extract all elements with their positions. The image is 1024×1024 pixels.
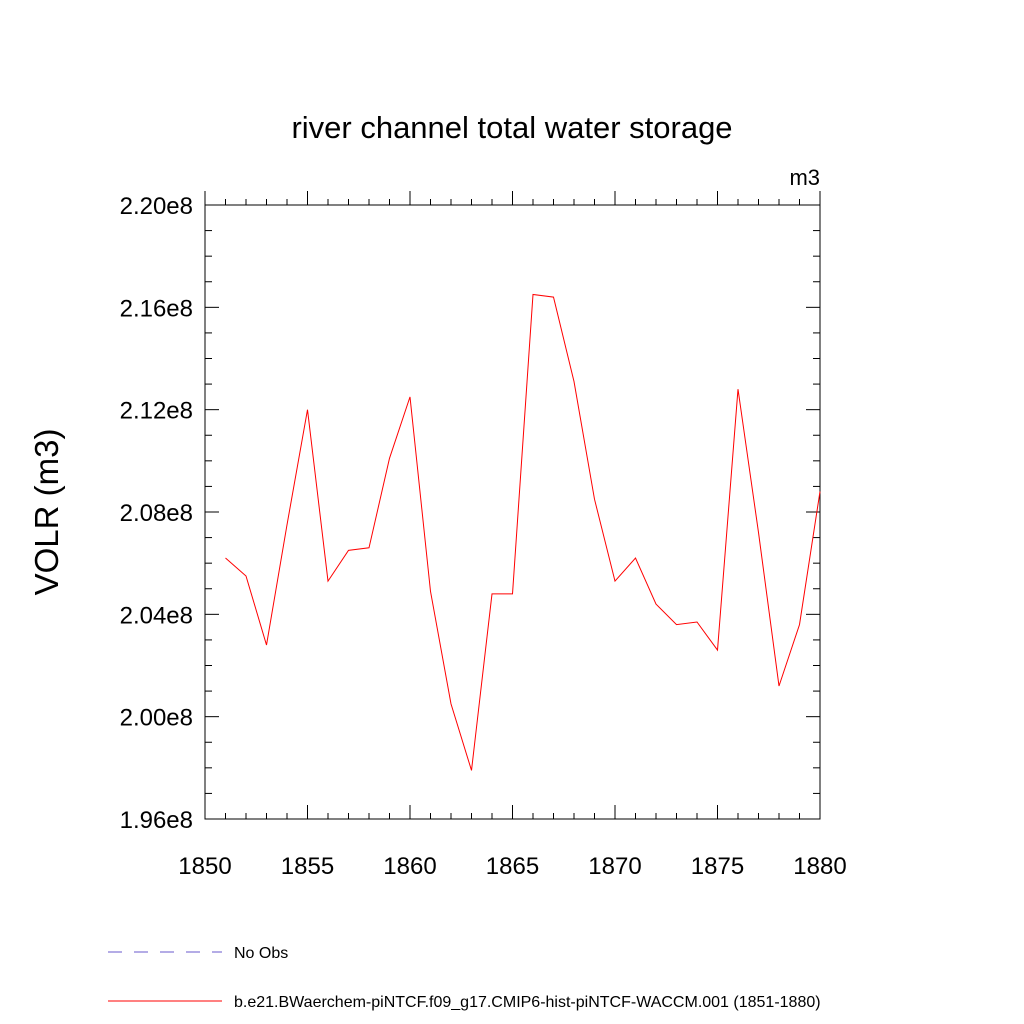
y-tick-label: 2.16e8 xyxy=(120,295,193,322)
x-tick-label: 1860 xyxy=(383,853,436,880)
y-axis-ticks: 1.96e8 2.00e8 2.04e8 2.08e8 2.12e8 2.16e8 2.20… xyxy=(120,193,820,834)
series-line xyxy=(225,293,821,771)
x-axis-ticks: 1850 1855 1860 1865 1870 1875 1880 xyxy=(178,191,847,880)
chart-title: river channel total water storage xyxy=(291,110,732,145)
y-tick-label: 2.04e8 xyxy=(120,602,193,629)
legend-label: No Obs xyxy=(234,945,288,962)
y-tick-label: 2.00e8 xyxy=(120,705,193,732)
y-tick-label: 1.96e8 xyxy=(120,807,193,834)
y-tick-label: 2.12e8 xyxy=(120,398,193,425)
legend: No Obs b.e21.BWaerchem-piNTCF.f09_g17.CMI… xyxy=(108,945,821,1011)
y-tick-label: 2.20e8 xyxy=(120,193,193,220)
y-tick-label: 2.08e8 xyxy=(120,500,193,527)
x-tick-label: 1865 xyxy=(486,853,539,880)
series-layer xyxy=(225,293,821,771)
x-tick-label: 1855 xyxy=(281,853,334,880)
units-label: m3 xyxy=(789,165,820,190)
plot-frame xyxy=(204,204,821,820)
x-tick-label: 1850 xyxy=(178,853,231,880)
x-tick-label: 1875 xyxy=(691,853,744,880)
x-tick-label: 1880 xyxy=(793,853,846,880)
y-axis-label: VOLR (m3) xyxy=(28,429,65,596)
x-tick-label: 1870 xyxy=(588,853,641,880)
legend-label: b.e21.BWaerchem-piNTCF.f09_g17.CMIP6-his… xyxy=(234,994,821,1011)
